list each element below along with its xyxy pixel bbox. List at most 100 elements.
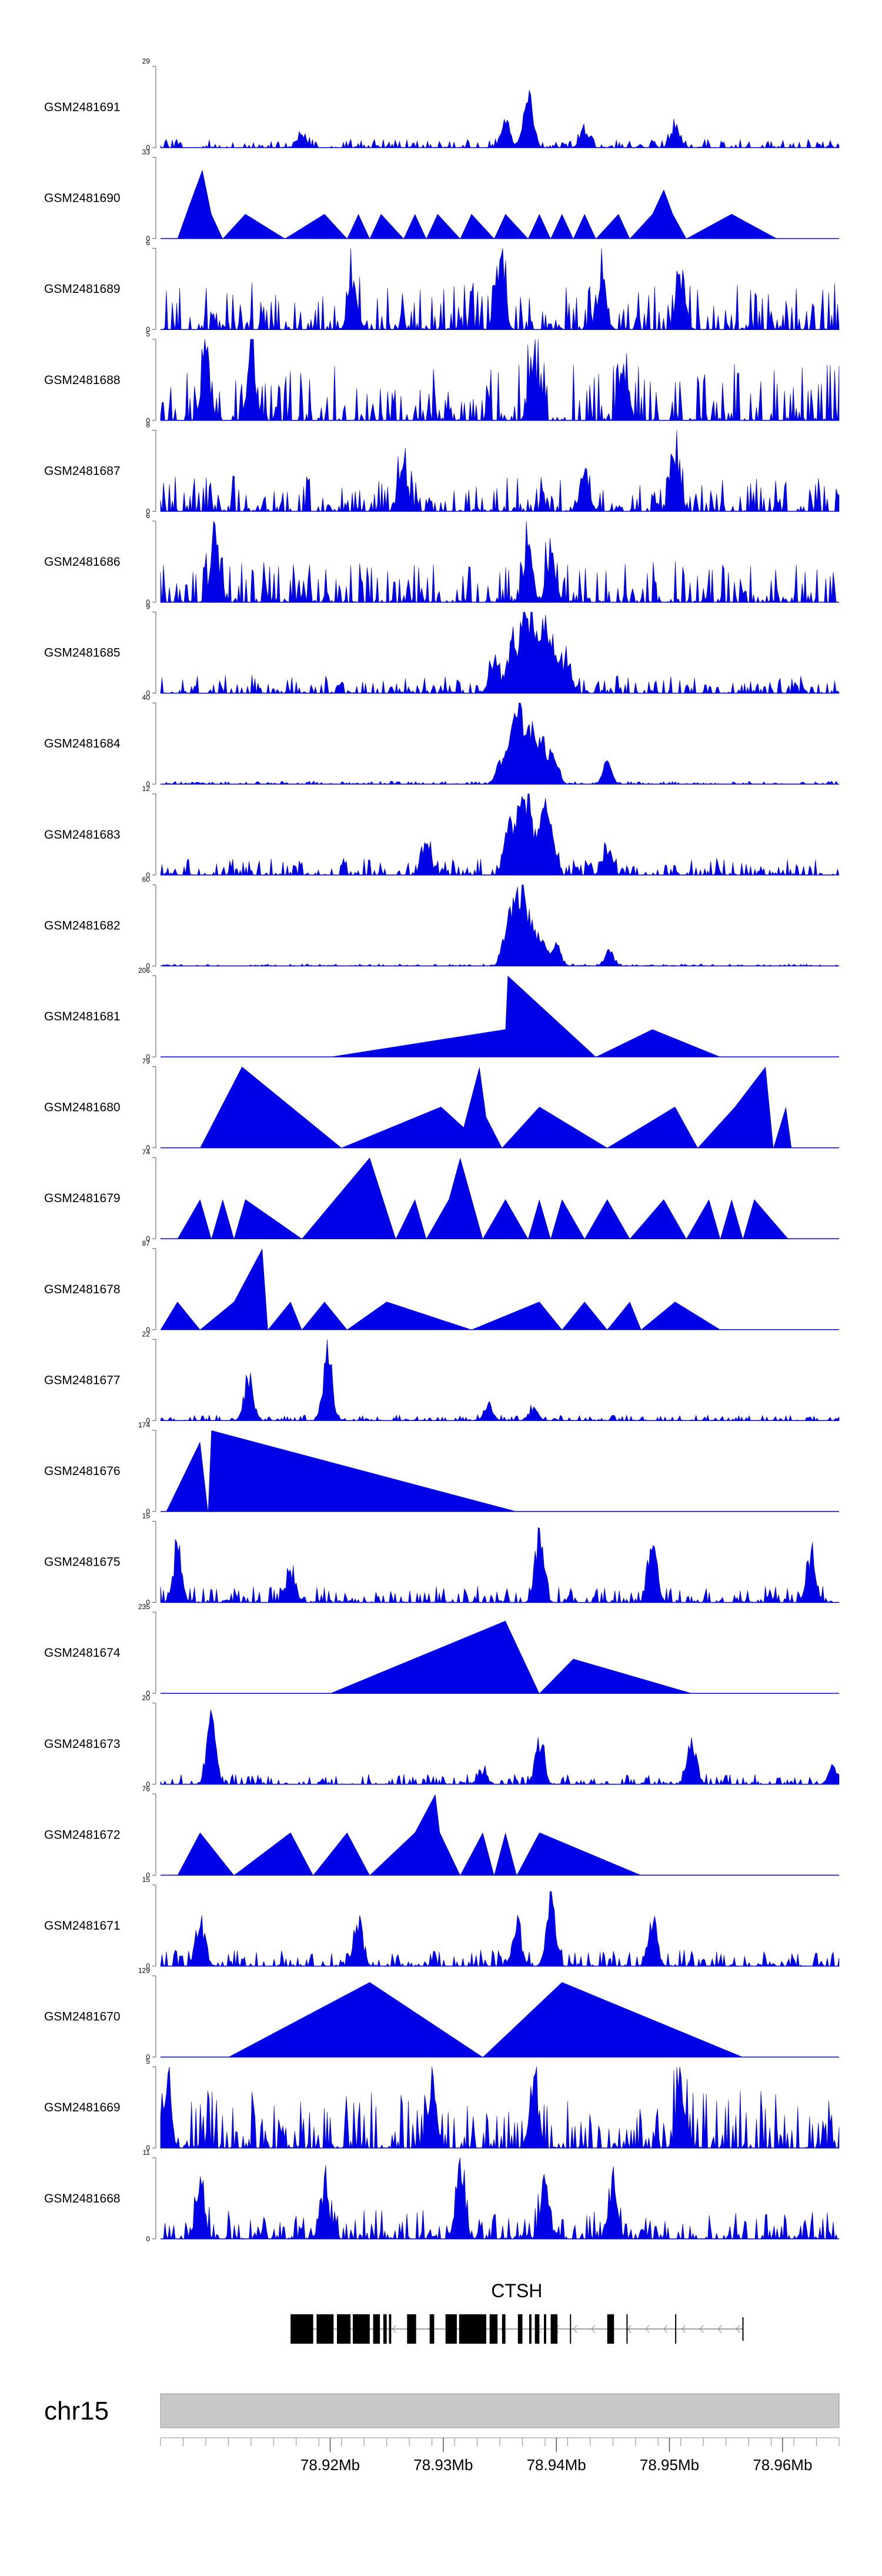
track-GSM2481689: GSM2481689 6 0 — [44, 239, 840, 333]
axis-tick-label: 78.92Mb — [300, 2456, 360, 2474]
coverage-area — [160, 339, 840, 421]
track-GSM2481684: GSM2481684 40 0 — [44, 693, 840, 788]
coverage-area — [160, 90, 840, 149]
strand-arrow — [392, 2325, 396, 2333]
coverage-area — [161, 702, 840, 785]
strand-arrow — [717, 2325, 722, 2333]
y-min-label: 0 — [146, 1962, 150, 1970]
gene-exon — [373, 2314, 380, 2344]
y-max-label: 235 — [138, 1603, 150, 1611]
strand-arrow — [645, 2325, 650, 2333]
y-max-label: 33 — [142, 148, 151, 156]
coverage-area — [160, 1710, 840, 1785]
track-label: GSM2481673 — [44, 1737, 121, 1751]
track-GSM2481670: GSM2481670 129 0 — [44, 1967, 839, 2061]
y-max-label: 129 — [138, 1967, 150, 1975]
gene-label: CTSH — [491, 2280, 542, 2301]
y-min-label: 0 — [146, 1507, 150, 1516]
gene-exon — [459, 2314, 486, 2344]
coverage-area — [160, 612, 840, 694]
y-min-label: 0 — [146, 962, 150, 970]
y-max-label: 9 — [146, 603, 150, 611]
strand-arrow — [681, 2325, 686, 2333]
coverage-area — [177, 1157, 789, 1239]
coverage-area — [161, 2157, 839, 2240]
coverage-area — [166, 1430, 517, 1511]
strand-arrow — [663, 2325, 668, 2333]
track-label: GSM2481680 — [44, 1101, 121, 1115]
coverage-area — [160, 520, 839, 603]
track-GSM2481675: GSM2481675 15 0 — [44, 1512, 840, 1607]
y-min-label: 0 — [146, 780, 150, 788]
axis-tick-label: 78.95Mb — [640, 2456, 699, 2474]
track-label: GSM2481678 — [44, 1283, 121, 1296]
track-GSM2481680: GSM2481680 79 0 — [44, 1057, 839, 1152]
track-GSM2481668: GSM2481668 11 0 — [44, 2148, 839, 2243]
gene-exon — [534, 2314, 540, 2344]
track-GSM2481669: GSM2481669 5 0 — [44, 2057, 840, 2152]
gene-exon — [429, 2314, 435, 2344]
y-max-label: 40 — [142, 693, 151, 702]
track-GSM2481685: GSM2481685 9 0 — [44, 603, 840, 698]
y-min-label: 0 — [146, 325, 150, 333]
y-min-label: 0 — [146, 1326, 150, 1334]
track-label: GSM2481682 — [44, 919, 121, 932]
coverage-area — [200, 1066, 792, 1148]
y-max-label: 206 — [138, 966, 150, 975]
axis-tick-label: 78.93Mb — [413, 2456, 473, 2474]
y-max-label: 29 — [142, 57, 151, 65]
track-GSM2481681: GSM2481681 206 0 — [44, 966, 839, 1061]
y-min-label: 0 — [146, 416, 150, 425]
gene-exon — [550, 2314, 558, 2344]
y-max-label: 87 — [142, 1239, 151, 1247]
gene-exon — [517, 2314, 523, 2344]
coverage-area — [160, 1339, 840, 1422]
y-min-label: 0 — [146, 598, 150, 606]
y-min-label: 0 — [146, 144, 150, 152]
chromosome-label: chr15 — [44, 2397, 109, 2425]
gene-exon — [290, 2314, 313, 2344]
track-label: GSM2481669 — [44, 2101, 121, 2114]
track-label: GSM2481679 — [44, 1192, 121, 1205]
y-min-label: 0 — [146, 689, 150, 698]
coverage-area — [161, 248, 840, 331]
y-max-label: 76 — [142, 1784, 151, 1793]
axis-tick-label: 78.94Mb — [527, 2456, 586, 2474]
track-GSM2481683: GSM2481683 12 0 — [44, 785, 840, 879]
y-max-label: 174 — [138, 1421, 150, 1429]
track-label: GSM2481668 — [44, 2192, 121, 2205]
coverage-area — [177, 1794, 642, 1876]
y-max-label: 6 — [146, 512, 150, 520]
y-max-label: 5 — [146, 330, 150, 338]
y-max-label: 15 — [142, 1512, 151, 1520]
track-GSM2481686: GSM2481686 6 0 — [44, 512, 839, 606]
y-min-label: 0 — [146, 1599, 150, 1607]
track-GSM2481671: GSM2481671 15 0 — [44, 1876, 840, 1970]
track-GSM2481678: GSM2481678 87 0 — [44, 1239, 839, 1334]
track-label: GSM2481685 — [44, 646, 121, 660]
gene-exon — [383, 2314, 387, 2344]
strand-arrow — [591, 2325, 596, 2333]
y-min-label: 0 — [146, 2144, 150, 2152]
track-GSM2481673: GSM2481673 20 0 — [44, 1694, 840, 1788]
y-min-label: 0 — [146, 1780, 150, 1788]
gene-exon — [570, 2314, 572, 2344]
y-max-label: 6 — [146, 239, 150, 247]
gene-exon — [529, 2314, 532, 2344]
gene-exon — [407, 2314, 416, 2344]
track-label: GSM2481681 — [44, 1010, 121, 1023]
y-min-label: 0 — [146, 1416, 150, 1424]
track-GSM2481672: GSM2481672 76 0 — [44, 1784, 839, 1879]
gene-exon — [502, 2314, 506, 2344]
y-min-label: 0 — [146, 1053, 150, 1061]
track-label: GSM2481684 — [44, 737, 121, 750]
track-GSM2481687: GSM2481687 8 0 — [44, 421, 840, 515]
coverage-area — [160, 1891, 840, 1967]
coverage-area — [228, 1982, 743, 2057]
y-min-label: 0 — [146, 1234, 150, 1243]
coverage-area — [177, 169, 777, 239]
gene-exon — [544, 2314, 546, 2344]
track-label: GSM2481674 — [44, 1646, 121, 1660]
track-GSM2481688: GSM2481688 5 0 — [44, 330, 840, 425]
